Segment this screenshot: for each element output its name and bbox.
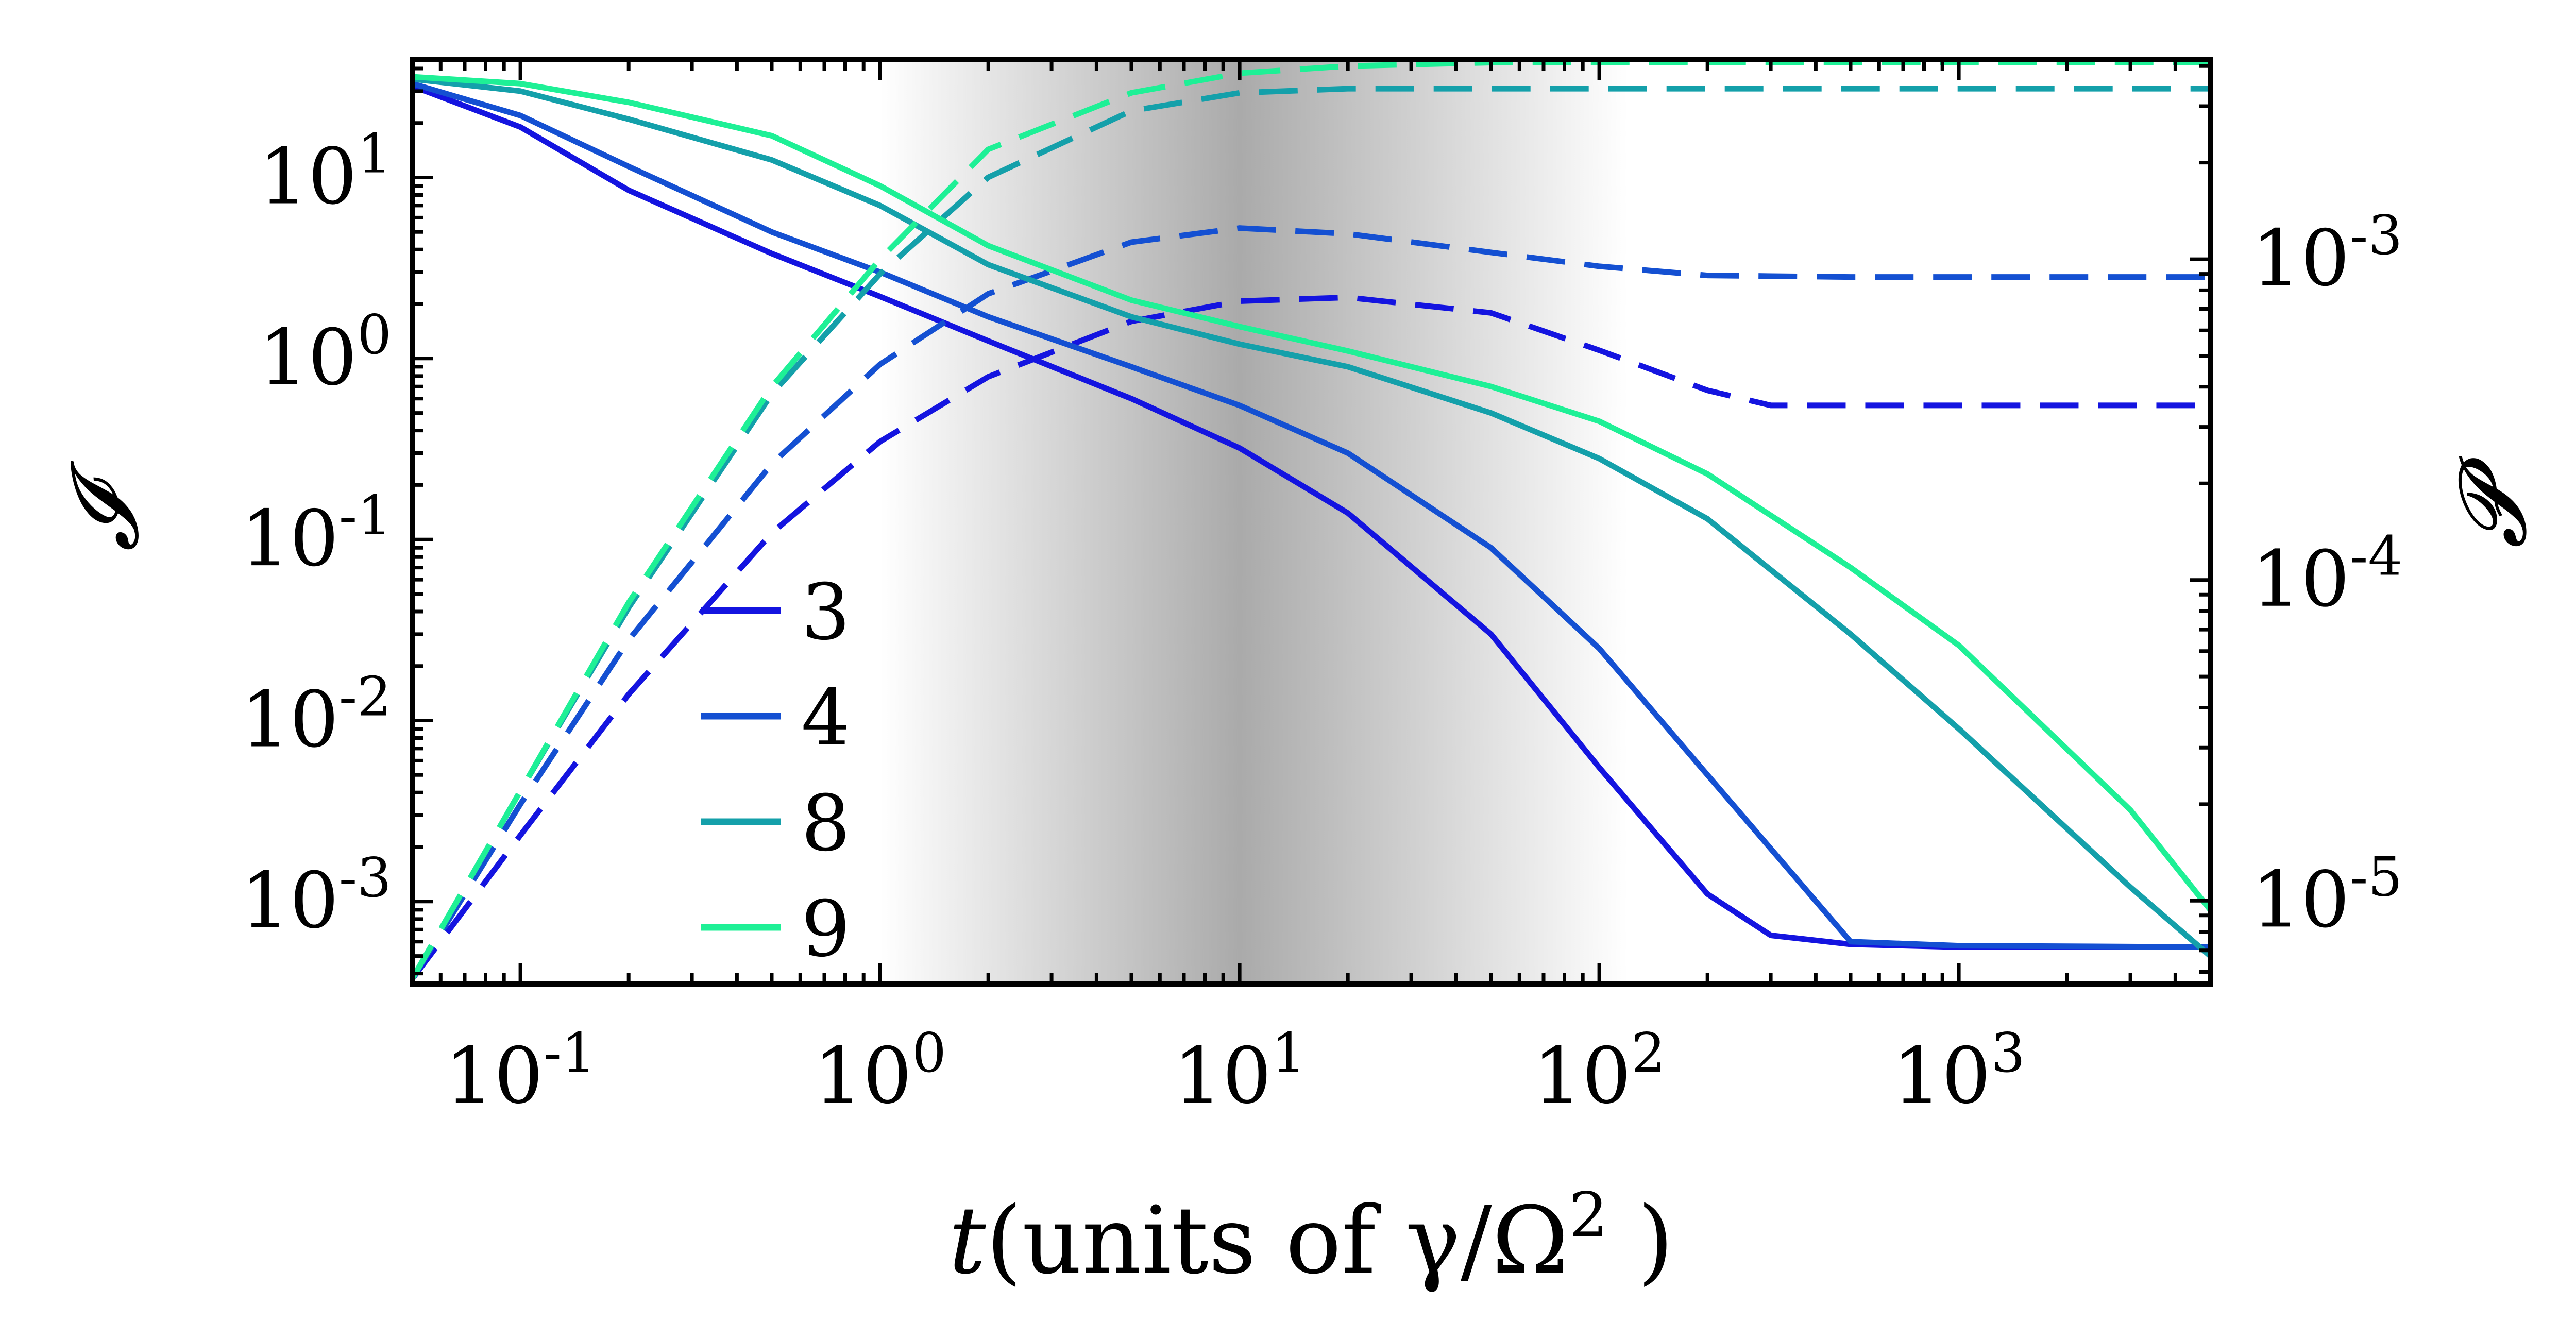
x-tick-label-2: 102 — [1533, 1022, 1666, 1121]
plot-frame — [410, 57, 2213, 987]
series-4-solid-line — [412, 81, 2210, 950]
x-axis-title-units: (units of γ/Ω — [986, 1187, 1569, 1295]
right-y-tick-label--4: 10-4 — [2251, 525, 2402, 624]
series-3-dashed-line — [412, 294, 2210, 981]
legend-label-3: 3 — [801, 568, 850, 657]
left-y-tick-label-1: 101 — [259, 122, 392, 222]
left-y-tick-label--3: 10-3 — [241, 846, 392, 946]
ticks-layer: 10-1 100 101 102 103 101 100 10-1 10-2 10-3 10-3 10… — [241, 59, 2402, 1121]
right-y-axis-title: 𝓟 — [2439, 456, 2547, 549]
x-tick-label--1: 10-1 — [445, 1022, 596, 1121]
right-y-tick-label--5: 10-5 — [2251, 845, 2402, 945]
series-9-solid-line — [412, 74, 2210, 912]
x-axis-title: t(units of γ/Ω2 ) — [948, 1180, 1673, 1295]
x-tick-label-0: 100 — [814, 1022, 946, 1121]
x-tick-label-3: 103 — [1892, 1022, 2025, 1121]
series-8-solid-line — [412, 76, 2210, 958]
x-axis-title-exponent: 2 — [1569, 1180, 1608, 1251]
legend-label-4: 4 — [801, 673, 850, 763]
left-y-tick-label--2: 10-2 — [241, 665, 392, 765]
shaded-region — [880, 59, 1628, 984]
x-tick-label-1: 101 — [1173, 1022, 1306, 1121]
right-y-tick-label--3: 10-3 — [2251, 204, 2402, 303]
tick-marks — [410, 59, 2212, 984]
legend: 3 4 8 9 — [701, 568, 850, 974]
left-y-tick-label--1: 10-1 — [241, 484, 392, 584]
legend-label-9: 9 — [801, 885, 850, 974]
series-3-solid-line — [412, 83, 2210, 950]
left-y-axis-title: 𝓘 — [51, 461, 159, 552]
left-y-tick-label-0: 100 — [259, 303, 392, 403]
legend-label-8: 8 — [801, 779, 850, 869]
series-4-dashed-line — [412, 225, 2210, 981]
x-axis-title-close: ) — [1608, 1187, 1673, 1295]
x-axis-title-variable: t — [948, 1187, 986, 1295]
